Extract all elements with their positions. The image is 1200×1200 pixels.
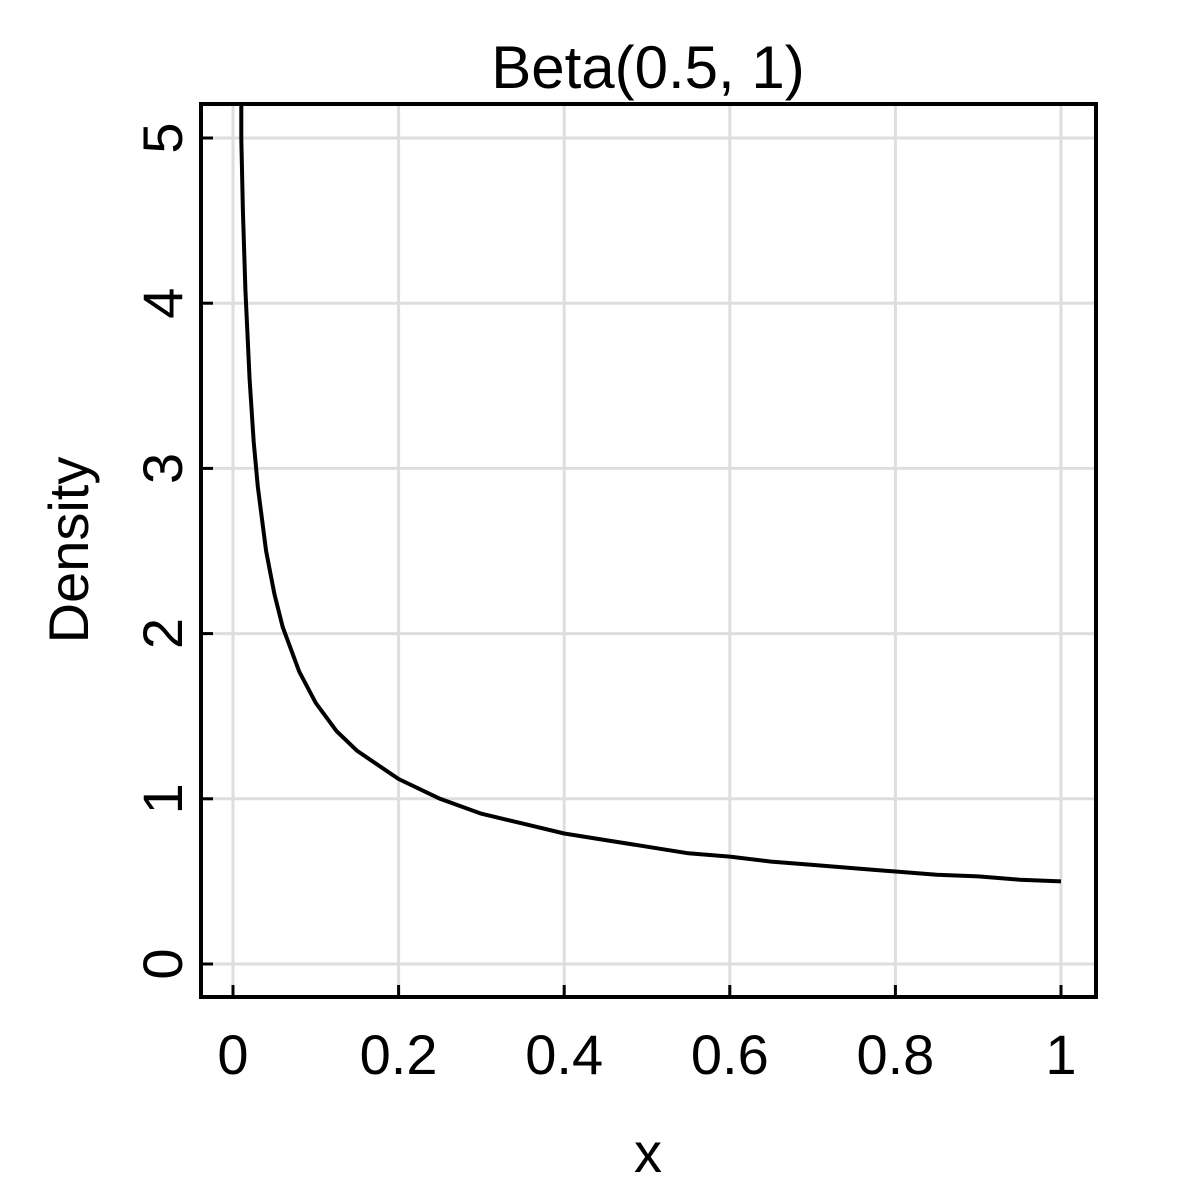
x-tick-label: 0.4 bbox=[525, 1023, 603, 1086]
y-tick-label: 3 bbox=[131, 453, 194, 484]
plot-area bbox=[239, 104, 1062, 884]
y-tick-label: 4 bbox=[131, 288, 194, 319]
x-axis-label: x bbox=[634, 1121, 662, 1184]
x-tick-label: 0 bbox=[217, 1023, 248, 1086]
density-curve bbox=[239, 104, 1062, 884]
x-tick-label: 0.6 bbox=[691, 1023, 769, 1086]
x-tick-label: 0.2 bbox=[360, 1023, 438, 1086]
x-tick-label: 1 bbox=[1045, 1023, 1076, 1086]
y-tick-label: 5 bbox=[131, 122, 194, 153]
axis-ticks: 0 0.2 0.4 0.6 0.8 1 0 1 2 3 4 5 bbox=[131, 122, 1077, 1086]
y-tick-label: 1 bbox=[131, 783, 194, 814]
y-axis-label: Density bbox=[37, 457, 100, 644]
x-tick-label: 0.8 bbox=[856, 1023, 934, 1086]
grid-lines bbox=[201, 104, 1096, 997]
y-tick-label: 0 bbox=[131, 948, 194, 979]
plot-frame bbox=[199, 102, 1098, 999]
y-tick-label: 2 bbox=[131, 618, 194, 649]
chart-title: Beta(0.5, 1) bbox=[491, 34, 805, 101]
